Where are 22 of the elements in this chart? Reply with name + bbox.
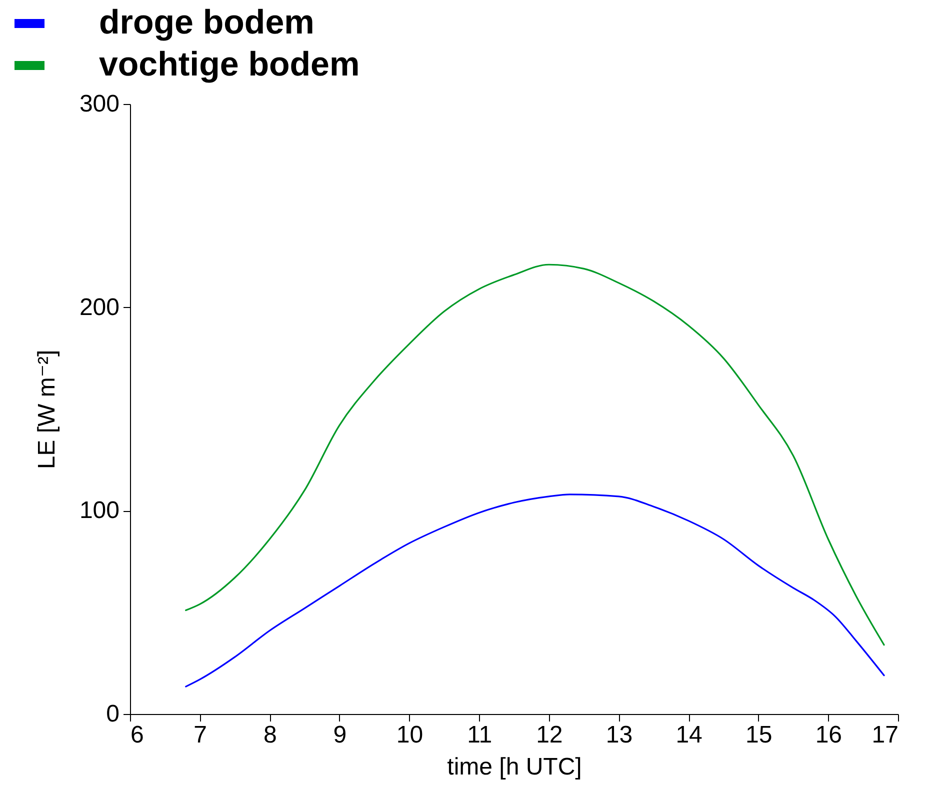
y-tick-label: 300	[79, 90, 120, 118]
x-tick-label: 15	[746, 722, 772, 748]
x-tick-label: 14	[676, 722, 702, 748]
x-tick-label: 10	[396, 722, 424, 748]
x-tick-label: 13	[606, 722, 633, 748]
y-tick-label: 0	[106, 700, 120, 728]
x-tick-label: 9	[333, 722, 347, 748]
x-tick-label: 17	[872, 722, 898, 748]
x-tick-label: 6	[130, 722, 144, 748]
line-series	[185, 264, 885, 646]
x-tick-label: 12	[536, 722, 563, 748]
y-tick-label: 200	[79, 294, 120, 321]
y-axis-title: LE [W m⁻²]	[33, 350, 60, 470]
x-tick-label: 16	[815, 722, 842, 748]
x-axis-title: time [h UTC]	[447, 754, 582, 780]
x-tick-label: 11	[467, 722, 492, 748]
x-tick-label: 8	[263, 722, 277, 748]
legend-label: vochtige bodem	[99, 46, 360, 84]
line-series	[185, 494, 885, 688]
x-tick-label: 7	[194, 722, 207, 748]
legend-label: droge bodem	[99, 4, 314, 42]
y-tick-label: 100	[79, 497, 120, 524]
